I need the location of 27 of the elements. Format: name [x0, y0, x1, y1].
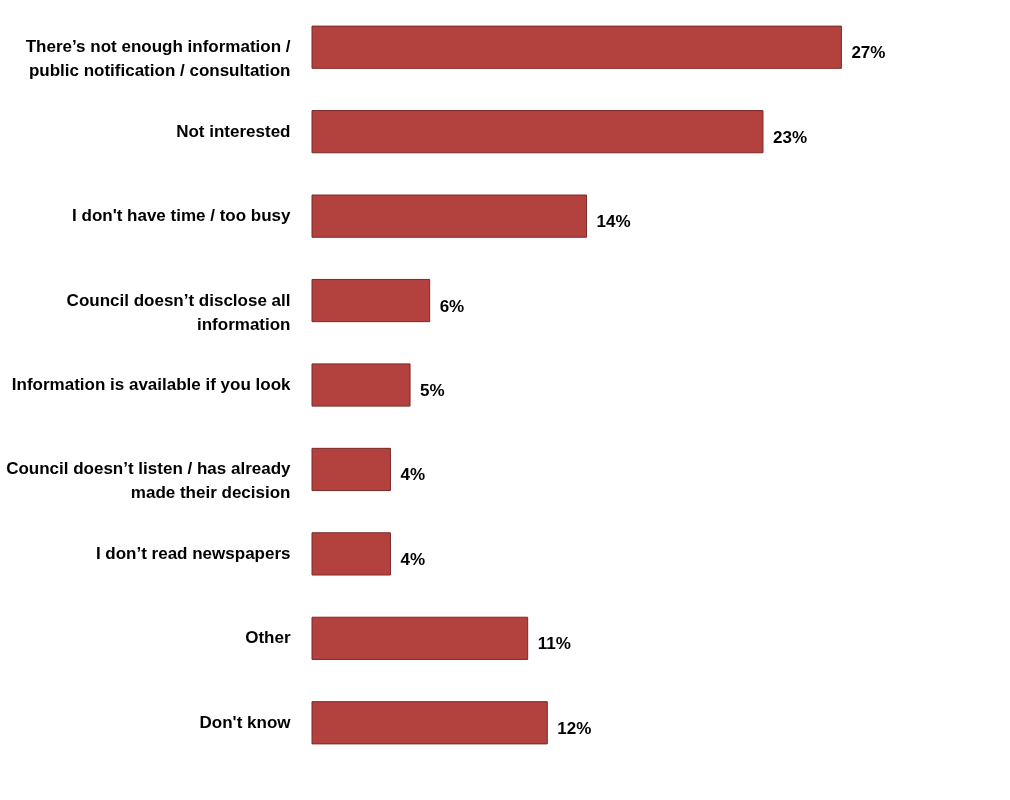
data-label: 4% [400, 549, 426, 569]
bar [311, 616, 529, 660]
data-label: 23% [772, 127, 808, 147]
bar [311, 532, 391, 576]
data-label: 27% [851, 43, 886, 63]
data-label: 12% [557, 718, 592, 738]
y-tick-label: Not interested [176, 121, 291, 141]
y-tick-label: I don’t read newspapers [95, 543, 291, 563]
bar [311, 278, 431, 323]
data-label: 11% [537, 634, 571, 654]
bar [311, 447, 391, 492]
bar [311, 363, 411, 407]
bar [311, 25, 842, 69]
bar [311, 701, 548, 745]
data-label: 6% [439, 296, 465, 316]
y-tick-label: Council doesn’t disclose all information [66, 290, 291, 334]
y-tick-label: There’s not enough information / public notification / consultation [25, 37, 291, 81]
bar [311, 110, 764, 154]
y-tick-label: Don't know [199, 712, 292, 732]
y-tick-label: Council doesn’t listen / has already made their decision [6, 459, 292, 503]
data-label: 4% [400, 465, 426, 485]
bar [311, 194, 588, 238]
data-label: 14% [596, 212, 631, 232]
data-label: 5% [420, 381, 445, 400]
y-tick-label: Information is available if you look [11, 375, 292, 394]
y-tick-label: Other [245, 628, 291, 648]
y-tick-label: I don't have time / too busy [72, 206, 292, 226]
